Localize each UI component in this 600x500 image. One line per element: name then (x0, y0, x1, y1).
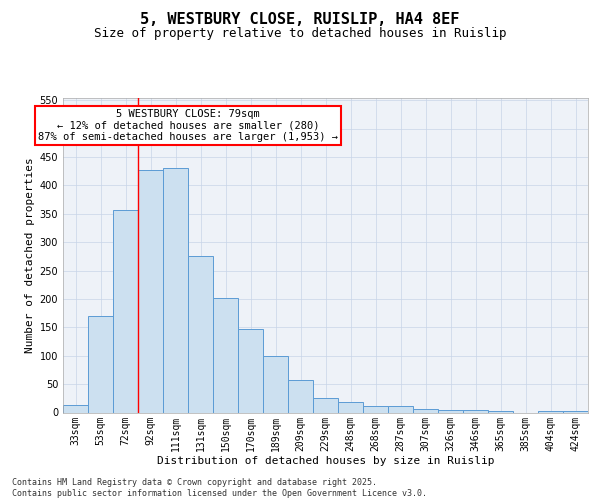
Bar (413, 408, 438, 412)
X-axis label: Distribution of detached houses by size in Ruislip: Distribution of detached houses by size … (157, 456, 494, 466)
Bar (388, 406, 413, 412)
Bar (263, 356, 288, 412)
Text: Size of property relative to detached houses in Ruislip: Size of property relative to detached ho… (94, 28, 506, 40)
Text: 5, WESTBURY CLOSE, RUISLIP, HA4 8EF: 5, WESTBURY CLOSE, RUISLIP, HA4 8EF (140, 12, 460, 28)
Bar (363, 406, 388, 412)
Bar (538, 411, 563, 412)
Bar (113, 210, 138, 412)
Bar (338, 402, 363, 412)
Y-axis label: Number of detached properties: Number of detached properties (25, 157, 35, 353)
Bar (138, 170, 163, 412)
Bar (438, 410, 463, 412)
Bar (63, 405, 88, 412)
Bar (463, 410, 488, 412)
Bar (238, 328, 263, 412)
Bar (288, 380, 313, 412)
Bar (163, 168, 188, 412)
Bar (213, 298, 238, 412)
Text: Contains HM Land Registry data © Crown copyright and database right 2025.
Contai: Contains HM Land Registry data © Crown c… (12, 478, 427, 498)
Text: 5 WESTBURY CLOSE: 79sqm
← 12% of detached houses are smaller (280)
87% of semi-d: 5 WESTBURY CLOSE: 79sqm ← 12% of detache… (38, 109, 338, 142)
Bar (88, 316, 113, 412)
Bar (188, 256, 213, 412)
Bar (563, 411, 588, 412)
Bar (313, 398, 338, 412)
